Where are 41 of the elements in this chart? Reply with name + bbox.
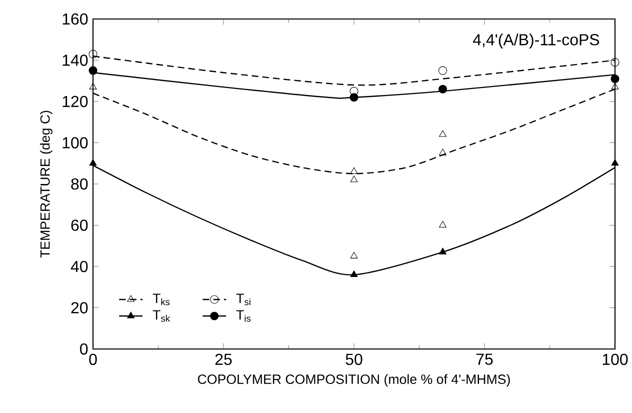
x-tick-label: 0 [89,354,97,366]
y-tick-label: 80 [71,178,88,190]
x-axis-title: COPOLYMER COMPOSITION (mole % of 4'-MHMS) [198,374,510,387]
x-tick-label: 75 [476,354,493,365]
point [439,248,446,254]
point [89,159,97,166]
point [611,159,619,166]
y-tick-label: 160 [62,13,88,25]
annotation: 4,4'(A/B)-11-coPS [472,34,600,48]
point [439,220,446,228]
y-tick-label: 40 [70,260,88,272]
point [88,50,98,58]
point [610,58,620,67]
legend-label: T$_{si}$ [236,294,250,306]
point [350,93,358,102]
legend-label: T$_{sk}$ [152,310,170,322]
point [438,66,448,75]
point [439,130,446,137]
point [439,148,446,156]
point [350,176,358,182]
point [89,82,97,90]
y-tick-label: 140 [62,54,88,66]
point [611,82,619,90]
x-tick-label: 25 [215,354,232,366]
y-tick-label: 60 [71,220,88,231]
x-tick-label: 50 [346,354,362,366]
y-tick-label: 100 [62,137,88,148]
y-axis-title: TEMPERATURE (deg C) [40,110,52,258]
point [350,167,358,174]
x-tick-label: 100 [602,354,628,366]
y-tick-label: 0 [80,343,88,355]
legend-label: T$_{ks}$ [152,294,170,306]
point [350,86,358,96]
point [350,252,358,258]
legend-label: T$_{is}$ [236,310,251,322]
point [438,84,448,94]
point [350,270,358,278]
y-tick-label: 20 [71,302,88,314]
point [88,66,98,75]
point [610,74,620,84]
y-tick-label: 120 [62,96,88,108]
